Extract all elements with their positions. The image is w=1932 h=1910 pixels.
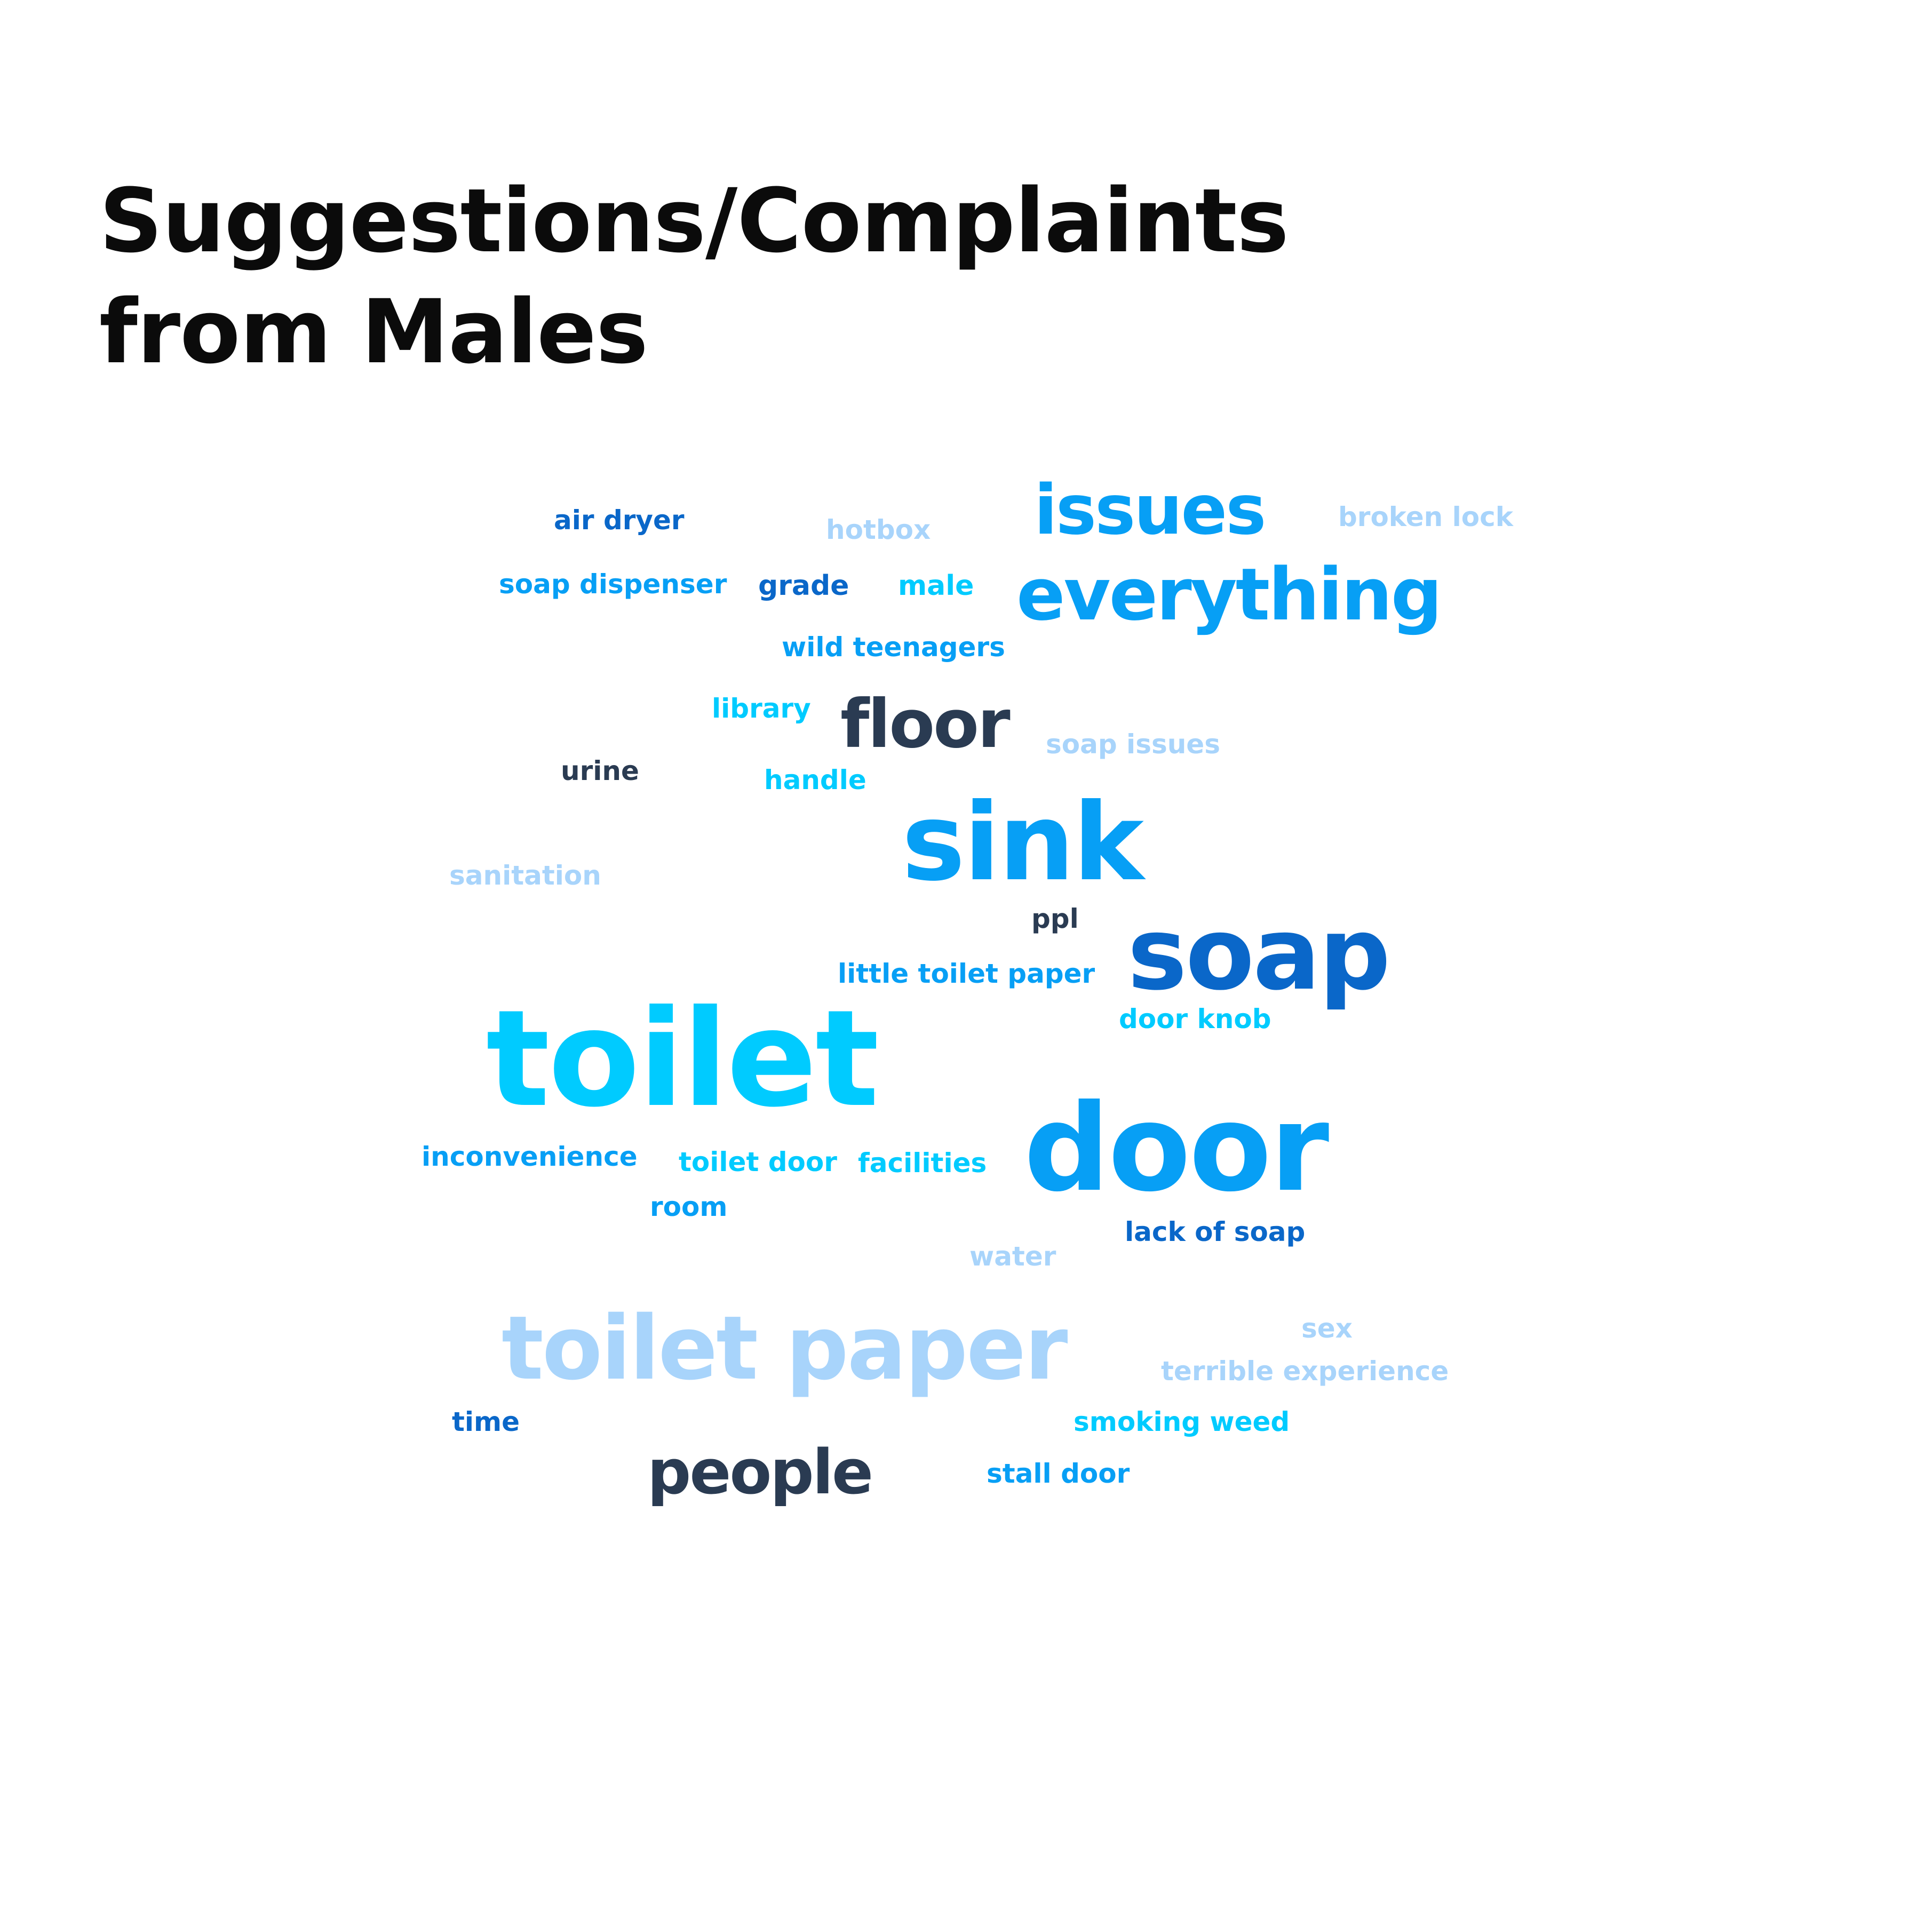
- word-soap: soap: [1127, 896, 1390, 1013]
- title-line-1: Suggestions/Complaints: [99, 170, 1289, 272]
- word-water: water: [969, 1241, 1056, 1272]
- word-air-dryer: air dryer: [554, 505, 685, 536]
- word-grade: grade: [758, 570, 849, 602]
- word-issues: issues: [1034, 471, 1266, 550]
- word-soap-dispenser: soap dispenser: [499, 569, 727, 600]
- word-soap-issues: soap issues: [1046, 729, 1220, 760]
- word-lack-of-soap: lack of soap: [1125, 1216, 1306, 1247]
- word-floor: floor: [840, 686, 1011, 763]
- word-door: door: [1024, 1079, 1329, 1219]
- word-terrible-experience: terrible experience: [1161, 1356, 1449, 1387]
- word-toilet: toilet: [486, 981, 879, 1136]
- title-line-2: from Males: [99, 281, 648, 383]
- word-door-knob: door knob: [1119, 1004, 1271, 1034]
- word-wild-teenagers: wild teenagers: [782, 632, 1005, 663]
- word-ppl: ppl: [1031, 903, 1079, 934]
- word-handle: handle: [764, 765, 866, 795]
- word-sex: sex: [1301, 1313, 1353, 1344]
- page-title: Suggestions/Complaints from Males: [99, 165, 1289, 387]
- word-male: male: [898, 570, 974, 602]
- word-room: room: [650, 1191, 728, 1222]
- word-little-toilet-paper: little toilet paper: [838, 958, 1095, 989]
- word-toilet-door: toilet door: [679, 1147, 837, 1177]
- word-inconvenience: inconvenience: [422, 1141, 638, 1172]
- word-sink: sink: [902, 781, 1144, 905]
- word-stall-door: stall door: [987, 1458, 1130, 1489]
- word-facilities: facilities: [858, 1148, 987, 1179]
- word-people: people: [647, 1437, 873, 1508]
- word-broken-lock: broken lock: [1338, 502, 1514, 532]
- word-toilet-paper: toilet paper: [502, 1297, 1068, 1399]
- word-smoking-weed: smoking weed: [1074, 1406, 1290, 1437]
- word-urine: urine: [561, 755, 639, 786]
- word-hotbox: hotbox: [826, 514, 931, 545]
- word-everything: everything: [1016, 553, 1442, 636]
- word-library: library: [712, 693, 811, 724]
- word-time: time: [452, 1406, 520, 1437]
- word-sanitation: sanitation: [449, 860, 601, 891]
